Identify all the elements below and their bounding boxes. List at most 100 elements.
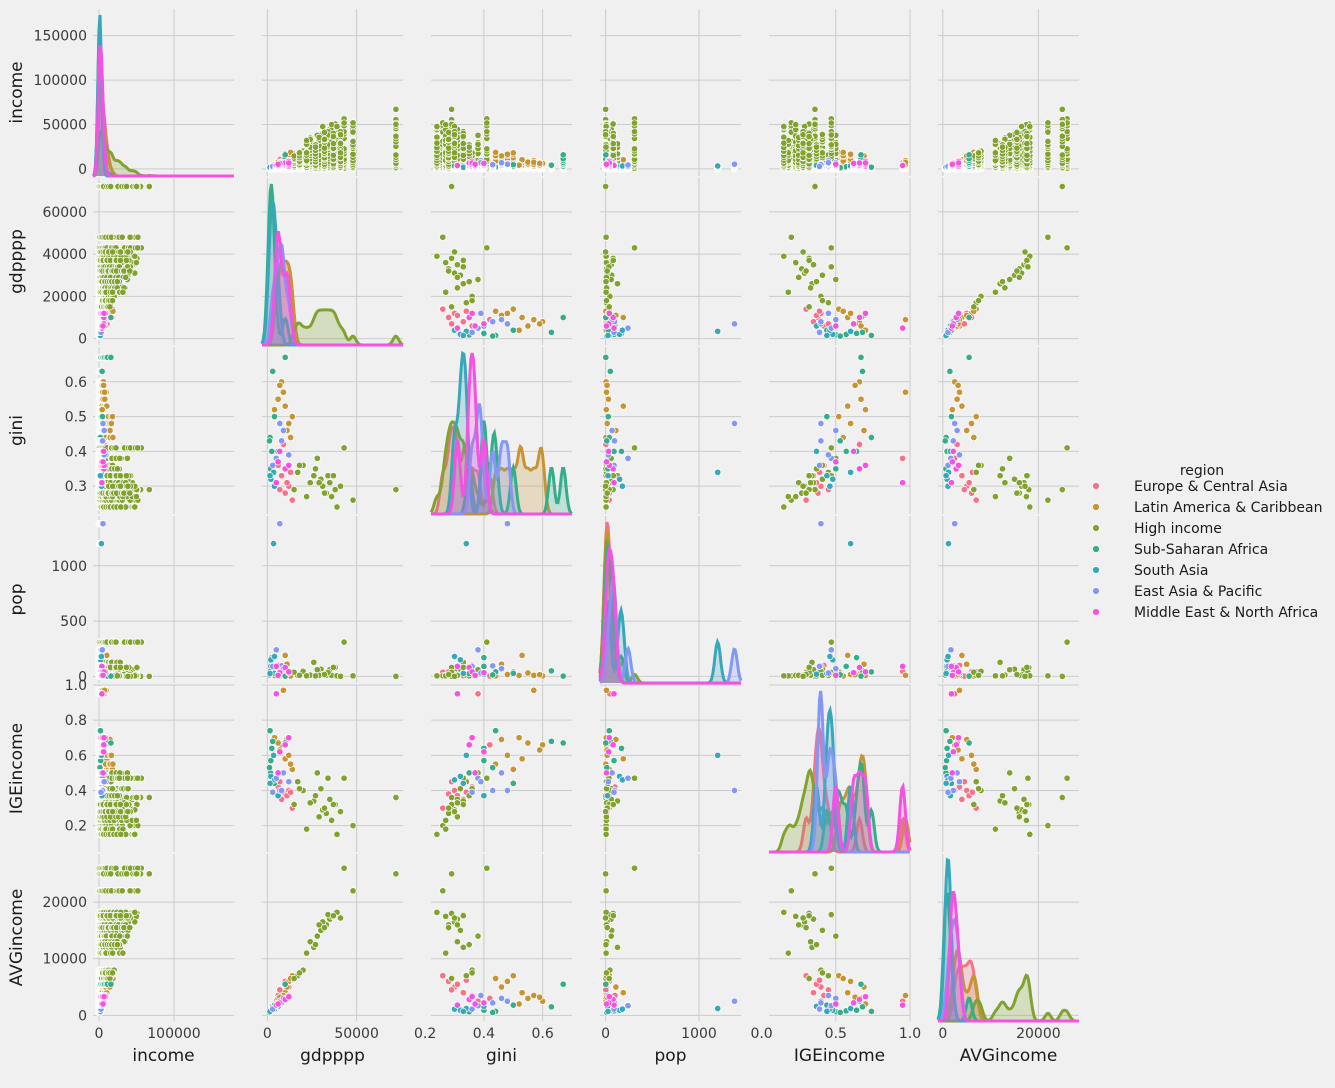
scatter-point <box>336 139 345 147</box>
scatter-point <box>630 128 639 136</box>
scatter-point <box>392 151 400 159</box>
scatter-point <box>349 137 357 146</box>
scatter-point <box>503 160 511 168</box>
scatter-point <box>799 149 807 157</box>
scatter-point <box>465 143 473 151</box>
scatter-point <box>812 143 821 151</box>
scatter-point <box>497 152 506 160</box>
scatter-point <box>459 163 467 171</box>
panel-income-vs-IGEincome <box>769 9 911 176</box>
scatter-point <box>818 130 826 139</box>
scatter-point <box>433 122 441 131</box>
scatter-point <box>320 144 329 152</box>
scatter-point <box>349 128 357 136</box>
scatter-point <box>609 151 617 159</box>
scatter-point <box>799 131 807 139</box>
scatter-point <box>453 161 461 170</box>
scatter-point <box>515 161 523 169</box>
scatter-point <box>547 161 555 169</box>
scatter-point <box>714 162 722 170</box>
scatter-point <box>336 149 345 157</box>
scatter-point <box>329 140 337 148</box>
scatter-point <box>630 119 639 127</box>
kde-fill <box>93 15 234 176</box>
scatter-point <box>609 140 617 148</box>
kde-line <box>91 26 234 178</box>
kde-line <box>91 14 234 178</box>
scatter-point <box>509 161 517 169</box>
scatter-point <box>480 159 488 167</box>
scatter-point <box>811 120 819 128</box>
scatter-point <box>602 151 610 159</box>
scatter-point <box>281 151 289 159</box>
scatter-point <box>320 128 329 136</box>
scatter-point <box>536 159 544 167</box>
scatter-point <box>392 120 400 128</box>
scatter-point <box>450 131 459 139</box>
scatter-point <box>459 140 467 148</box>
kde-fill <box>93 26 234 176</box>
pairplot-panels: 050000100000150000income0200004000060000… <box>7 9 1079 1066</box>
scatter-point <box>524 158 532 166</box>
scatter-point <box>392 132 400 140</box>
scatter-point <box>445 135 453 143</box>
scatter-point <box>445 128 453 136</box>
scatter-point <box>295 149 304 157</box>
scatter-point <box>329 151 337 159</box>
scatter-point <box>311 143 320 151</box>
panel-income-vs-income <box>91 9 234 178</box>
scatter-point <box>503 150 511 158</box>
scatter-point <box>471 160 479 168</box>
scatter-point <box>285 159 293 167</box>
scatter-point <box>303 136 311 145</box>
scatter-point <box>559 151 567 159</box>
scatter-point <box>609 132 617 141</box>
scatter-point <box>509 149 517 157</box>
scatter-point <box>839 148 847 156</box>
scatter-point <box>329 132 337 141</box>
scatter-point <box>349 150 357 158</box>
scatter-point <box>827 141 835 149</box>
scatter-point <box>349 119 357 127</box>
scatter-point <box>483 119 491 127</box>
scatter-point <box>609 120 617 128</box>
scatter-point <box>448 105 456 113</box>
scatter-point <box>624 161 632 169</box>
scatter-point <box>303 149 311 157</box>
scatter-point <box>320 135 329 143</box>
scatter-point <box>530 158 538 166</box>
scatter-point <box>474 140 482 148</box>
scatter-point <box>433 133 441 141</box>
panel-income-vs-gini <box>431 9 572 176</box>
scatter-point <box>799 139 807 147</box>
scatter-point <box>780 133 788 141</box>
scatter-point <box>336 131 345 139</box>
scatter-point <box>602 131 610 139</box>
scatter-point <box>442 121 450 129</box>
kde-line <box>92 45 234 178</box>
scatter-point <box>730 160 739 168</box>
scatter-point <box>602 160 611 168</box>
scatter-point <box>445 144 453 152</box>
scatter-point <box>780 122 788 131</box>
scatter-point <box>483 128 491 136</box>
scatter-point <box>433 139 441 147</box>
scatter-point <box>847 150 855 158</box>
scatter-point <box>619 156 627 164</box>
scatter-point <box>602 105 610 113</box>
scatter-point <box>340 119 348 127</box>
scatter-point <box>483 145 491 153</box>
scatter-point <box>780 139 788 147</box>
scatter-point <box>319 122 327 131</box>
scatter-point <box>459 151 467 159</box>
scatter-point <box>489 161 497 169</box>
scatter-point <box>818 149 826 157</box>
scatter-point <box>450 149 459 157</box>
scatter-point <box>392 105 400 113</box>
panel-income-vs-gdpppp <box>262 9 403 176</box>
scatter-point <box>811 105 819 113</box>
scatter-point <box>602 143 610 151</box>
scatter-point <box>497 159 506 167</box>
scatter-point <box>827 119 835 127</box>
